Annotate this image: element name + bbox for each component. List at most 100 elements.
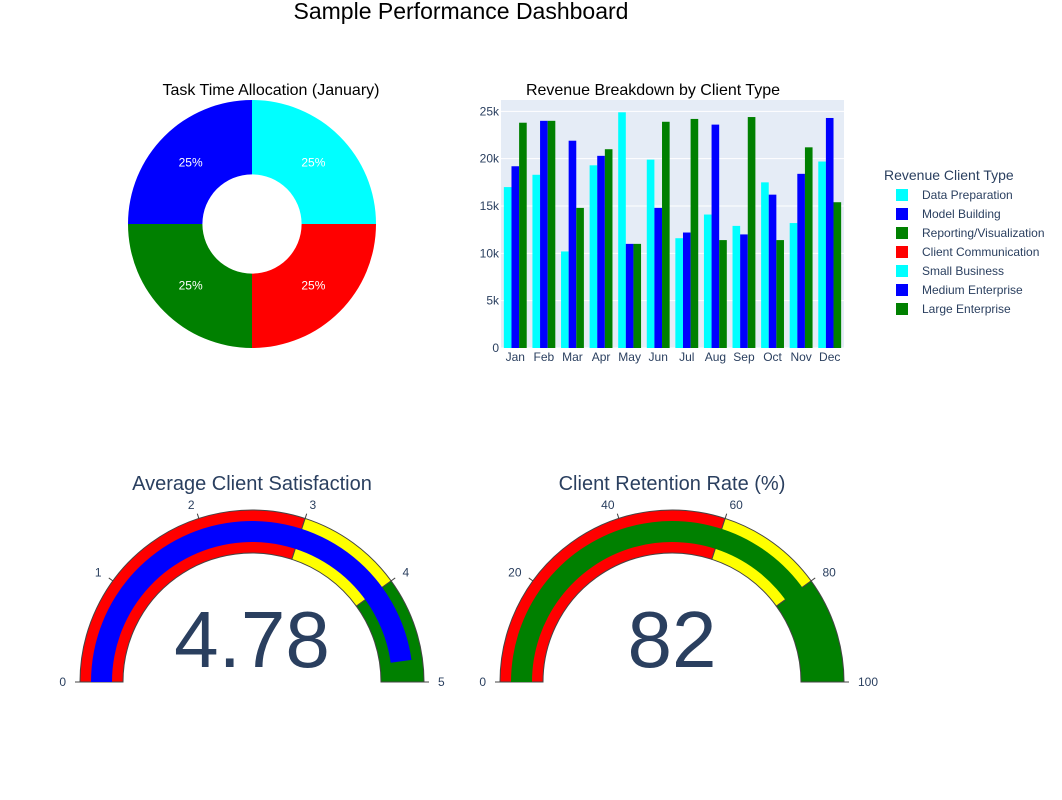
legend-items: Data Preparation Model Building Reporting/… [896, 188, 1045, 316]
legend-swatch [896, 208, 908, 220]
gauge-step [775, 580, 845, 683]
bar-medium-enterprise-oct [768, 194, 777, 348]
gauge-tick [810, 577, 816, 582]
gauge-tick [616, 513, 620, 519]
bar-chart: Revenue Breakdown by Client Type 0 5k 10k 1… [480, 82, 844, 364]
gauge-tick-label: 3 [309, 498, 316, 512]
bar-large-enterprise-sep [747, 117, 756, 348]
gauge-retention: Client Retention Rate (%) 0 20 40 60 80 100 8… [479, 473, 878, 689]
bar-y-tick-label: 25k [480, 104, 500, 118]
bar-small-business-nov [789, 223, 798, 348]
donut-slice-data-preparation [252, 100, 376, 224]
donut-slice-client-communication [252, 224, 376, 348]
bar-small-business-may [618, 112, 626, 348]
bar-large-enterprise-jun [662, 121, 670, 348]
bar-medium-enterprise-jan [511, 166, 520, 348]
gauge-tick-label: 0 [59, 675, 66, 689]
bar-chart-title: Revenue Breakdown by Client Type [526, 82, 780, 99]
gauge-tick-label: 1 [95, 566, 102, 580]
bar-medium-enterprise-mar [568, 140, 577, 348]
bar-medium-enterprise-jun [654, 207, 663, 348]
bar-large-enterprise-apr [604, 149, 613, 348]
bar-x-tick-label: Dec [819, 350, 840, 364]
legend-swatch [896, 303, 908, 315]
gauge-tick-label: 5 [438, 675, 445, 689]
legend-swatch [896, 246, 908, 258]
dashboard-title: Sample Performance Dashboard [294, 0, 629, 24]
gauge-satisfaction-title: Average Client Satisfaction [132, 473, 372, 495]
bar-large-enterprise-jul [690, 118, 699, 348]
gauge-tick [108, 577, 114, 582]
donut-slice-label: 25% [301, 278, 325, 292]
bar-x-tick-label: Jul [679, 350, 694, 364]
legend: Revenue Client Type Data Preparation Mode… [884, 167, 1045, 316]
bar-x-tick-label: Aug [705, 350, 726, 364]
bar-large-enterprise-nov [804, 147, 813, 348]
bar-medium-enterprise-aug [711, 124, 720, 348]
legend-item-label: Large Enterprise [922, 302, 1011, 316]
legend-item-label: Model Building [922, 207, 1001, 221]
bar-medium-enterprise-sep [740, 234, 748, 348]
donut-slice-label: 25% [179, 156, 203, 170]
legend-item-label: Reporting/Visualization [922, 226, 1045, 240]
bar-large-enterprise-aug [719, 240, 727, 348]
gauge-retention-marks: 0 20 40 60 80 100 [479, 498, 878, 689]
bar-y-tick-label: 5k [486, 294, 500, 308]
bar-small-business-jul [675, 238, 683, 348]
donut-slice-label: 25% [179, 278, 203, 292]
gauge-satisfaction-marks: 0 1 2 3 4 5 [59, 498, 445, 689]
gauge-tick-label: 40 [601, 498, 615, 512]
bar-plot-area [501, 100, 844, 348]
bar-y-tick-label: 20k [480, 152, 500, 166]
gauge-tick-label: 2 [188, 498, 195, 512]
legend-title: Revenue Client Type [884, 167, 1014, 183]
gauge-satisfaction: Average Client Satisfaction 0 1 2 3 4 5 4.78 [59, 473, 445, 689]
bar-x-tick-label: Sep [733, 350, 755, 364]
bar-small-business-jun [646, 159, 655, 348]
gauge-satisfaction-value: 4.78 [174, 595, 330, 684]
legend-swatch [896, 284, 908, 296]
bar-y-tick-label: 0 [492, 341, 499, 355]
donut-slice-label: 25% [301, 156, 325, 170]
bar-y-tick-label: 10k [480, 246, 500, 260]
bar-y-tick-label: 15k [480, 199, 500, 213]
bar-medium-enterprise-jul [682, 232, 691, 348]
bar-x-tick-label: May [618, 350, 641, 364]
bar-large-enterprise-mar [576, 207, 584, 348]
bar-medium-enterprise-may [625, 243, 634, 348]
bar-small-business-feb [532, 174, 541, 348]
bar-x-tick-label: Oct [763, 350, 782, 364]
bar-x-tick-label: Jan [506, 350, 525, 364]
bar-x-tick-label: Apr [592, 350, 611, 364]
bar-large-enterprise-feb [547, 120, 556, 348]
gauge-tick-label: 4 [402, 566, 409, 580]
bar-gridlines [501, 110, 844, 349]
bar-medium-enterprise-nov [797, 173, 805, 348]
legend-swatch [896, 227, 908, 239]
bar-large-enterprise-oct [776, 240, 784, 348]
legend-item-label: Data Preparation [922, 188, 1013, 202]
gauge-retention-value: 82 [628, 595, 717, 684]
gauge-value-bar [91, 520, 412, 682]
bar-x-tick-label: Jun [649, 350, 668, 364]
gauge-tick-label: 60 [729, 498, 743, 512]
gauge-tick [304, 513, 308, 519]
bar-small-business-dec [818, 161, 826, 348]
gauge-tick-label: 100 [858, 675, 878, 689]
bar-marks [503, 112, 842, 348]
gauge-tick [528, 577, 534, 582]
donut-slice-reporting-visualization [128, 224, 252, 348]
donut-chart-title: Task Time Allocation (January) [163, 82, 380, 99]
gauge-value-bar [511, 521, 808, 682]
bar-small-business-jan [503, 187, 512, 348]
gauge-tick [724, 513, 728, 519]
bar-medium-enterprise-dec [825, 117, 834, 348]
legend-swatch [896, 189, 908, 201]
bar-x-tick-labels: Jan Feb Mar Apr May Jun Jul Aug Sep Oct Nov Dec [506, 350, 841, 364]
bar-large-enterprise-may [633, 243, 642, 348]
bar-small-business-aug [703, 214, 712, 348]
bar-x-tick-label: Feb [534, 350, 555, 364]
gauge-tick-label: 20 [508, 566, 522, 580]
bar-small-business-oct [761, 182, 769, 348]
bar-medium-enterprise-apr [597, 155, 605, 348]
